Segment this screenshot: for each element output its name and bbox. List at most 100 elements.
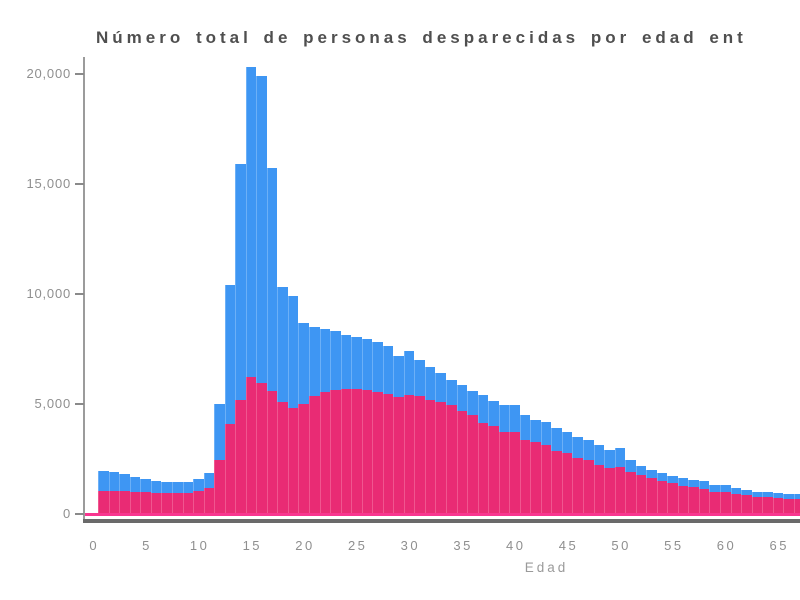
bar-segment-azul	[214, 404, 225, 514]
histogram-bar-age-46	[572, 436, 583, 514]
histogram-bar-age-10	[193, 479, 204, 514]
x-tick-label: 40	[506, 538, 526, 553]
histogram-bar-age-61	[730, 488, 742, 514]
histogram-bar-age-39	[498, 405, 510, 514]
x-tick-label: 10	[189, 538, 210, 553]
y-tick-label: 0	[62, 506, 71, 521]
bar-segment-rosa	[245, 376, 257, 514]
y-tick-label: 15,000	[26, 176, 71, 191]
bar-segment-rosa	[287, 408, 299, 514]
bar-segment-rosa	[319, 391, 331, 514]
x-tick-label: 25	[347, 538, 368, 553]
bar-segment-rosa	[614, 466, 626, 514]
bar-segment-rosa	[214, 460, 225, 514]
bar-segment-rosa	[720, 491, 731, 514]
histogram-bar-age-7	[161, 481, 173, 514]
bar-segment-rosa	[751, 496, 763, 514]
histogram-bar-age-16	[256, 76, 267, 514]
bar-segment-rosa	[709, 491, 720, 514]
histogram-bar-age-21	[309, 327, 320, 514]
bar-segment-rosa	[351, 388, 362, 514]
bar-segment-rosa	[224, 423, 236, 514]
y-tick-mark	[75, 402, 84, 406]
histogram-bar-age-51	[625, 460, 636, 514]
x-axis-line	[83, 519, 800, 523]
histogram-bar-age-26	[361, 339, 373, 514]
bar-segment-rosa	[446, 405, 457, 514]
histogram-bar-age-23	[330, 331, 341, 514]
bar-segment-rosa	[730, 493, 742, 514]
x-tick-label: 30	[400, 538, 421, 553]
bar-segment-rosa	[456, 410, 468, 514]
y-tick-label: 10,000	[26, 286, 71, 301]
histogram-bar-age-47	[583, 439, 594, 514]
bar-segment-rosa	[530, 441, 541, 514]
histogram-bar-age-9	[182, 481, 194, 514]
histogram-bar-age-37	[477, 395, 489, 514]
bar-segment-rosa	[414, 396, 425, 514]
x-tick-label: 5	[142, 538, 152, 553]
histogram-bar-age-62	[741, 490, 752, 514]
bar-segment-azul	[266, 167, 278, 514]
histogram-bar-age-24	[340, 334, 352, 514]
bar-segment-rosa	[635, 475, 647, 514]
histogram-bar-age-54	[656, 473, 668, 514]
x-tick-label: 60	[716, 538, 737, 553]
bar-segment-rosa	[309, 396, 320, 514]
histogram-bar-age-14	[235, 164, 246, 514]
bar-segment-rosa	[593, 464, 605, 514]
histogram-bar-age-67	[793, 494, 800, 514]
histogram-bar-age-58	[698, 481, 710, 514]
bar-segment-rosa	[108, 490, 120, 514]
bar-segment-rosa	[193, 491, 204, 514]
y-tick-label: 5,000	[34, 396, 71, 411]
bar-segment-rosa	[498, 431, 510, 514]
bar-segment-rosa	[129, 491, 141, 514]
bar-segment-rosa	[172, 493, 183, 514]
histogram-bar-age-2	[108, 472, 120, 514]
histogram-bar-age-20	[298, 322, 310, 514]
y-tick-mark	[75, 182, 84, 186]
bar-segment-rosa	[604, 468, 615, 514]
bar-segment-rosa	[372, 391, 383, 514]
bar-segment-rosa	[625, 471, 636, 514]
histogram-bar-age-6	[150, 480, 162, 514]
histogram-bar-age-8	[172, 482, 183, 514]
histogram-bar-age-13	[224, 285, 236, 514]
bar-segment-rosa	[467, 415, 478, 514]
bar-segment-rosa	[393, 396, 404, 514]
histogram-bar-age-1	[98, 471, 109, 514]
histogram-bar-age-66	[783, 494, 794, 514]
bar-segment-rosa	[646, 478, 657, 514]
histogram-bar-age-42	[530, 419, 541, 514]
histogram-bar-age-38	[488, 400, 499, 514]
histogram-bar-age-11	[203, 473, 215, 514]
histogram-bar-age-40	[509, 405, 520, 514]
bar-segment-rosa	[551, 451, 562, 514]
histogram-bar-age-55	[667, 476, 678, 514]
bar-segment-rosa	[203, 488, 215, 514]
bar-segment-azul	[256, 76, 267, 514]
histogram-bar-age-29	[393, 355, 404, 514]
histogram-bar-age-65	[772, 493, 784, 514]
histogram-bar-age-28	[382, 346, 394, 514]
bar-segment-rosa	[382, 394, 394, 514]
histogram-bar-age-32	[424, 366, 436, 514]
histogram-bar-age-22	[319, 329, 331, 514]
histogram-bar-age-3	[119, 474, 130, 514]
bar-segment-rosa	[340, 388, 352, 514]
histogram-bar-age-50	[614, 448, 626, 514]
bar-segment-rosa	[688, 487, 699, 514]
bar-segment-rosa	[277, 401, 288, 514]
y-tick-mark	[75, 292, 84, 296]
histogram-bar-age-15	[245, 67, 257, 514]
histogram-bar-age-30	[403, 350, 415, 514]
x-tick-label: 55	[664, 538, 684, 553]
x-tick-label: 35	[453, 538, 473, 553]
bar-segment-rosa	[509, 431, 520, 514]
bar-segment-rosa	[140, 492, 151, 514]
bar-segment-rosa	[488, 426, 499, 514]
bar-segment-rosa	[435, 401, 446, 514]
histogram-bar-age-64	[762, 491, 773, 514]
